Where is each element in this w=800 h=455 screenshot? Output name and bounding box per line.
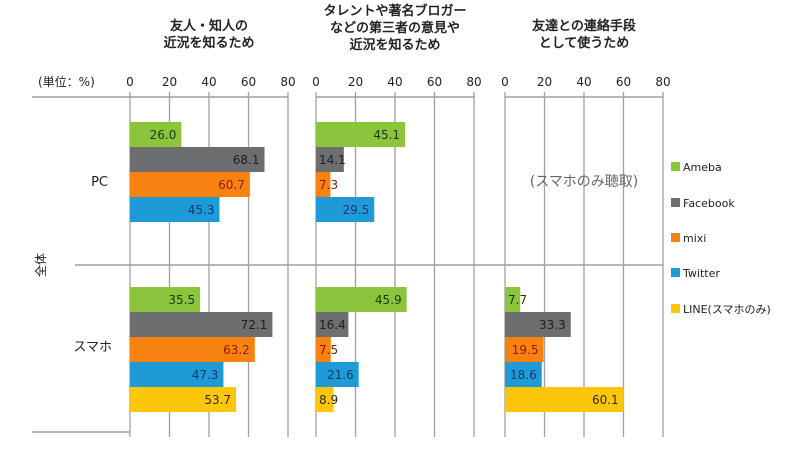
group-label-smartphone: スマホ	[73, 340, 112, 355]
bar-mixi	[130, 337, 255, 362]
x-tick-label: 20	[537, 75, 552, 89]
bar-line	[130, 387, 237, 412]
legend-label: Twitter	[682, 267, 720, 280]
bar-twitter	[130, 197, 220, 222]
bar-mixi	[316, 337, 331, 362]
value-label: 29.5	[343, 203, 370, 217]
panel-title-line: 友達との連絡手段	[532, 18, 636, 34]
bar-ameba	[316, 287, 407, 312]
x-tick-label: 60	[241, 75, 256, 89]
panel-title-line: 近況を知るため	[163, 35, 254, 51]
panel-note: (スマホのみ聴取)	[530, 174, 639, 190]
legend-swatch	[671, 198, 680, 207]
value-label: 45.1	[373, 128, 400, 142]
value-label: 53.7	[204, 393, 231, 407]
x-tick-label: 0	[501, 75, 509, 89]
value-label: 45.3	[188, 203, 215, 217]
x-tick-label: 0	[126, 75, 134, 89]
value-label: 19.5	[512, 343, 539, 357]
legend-swatch	[671, 304, 680, 313]
value-label: 7.3	[319, 178, 338, 192]
value-label: 60.7	[218, 178, 245, 192]
bar-line	[505, 387, 624, 412]
bar-facebook	[316, 147, 344, 172]
bar-ameba	[505, 287, 521, 312]
bar-ameba	[130, 122, 182, 147]
labels: (単位：%) 全体 PC スマホ 26.0 68.1 60.745.3 35.5 72.1 63.…	[33, 74, 638, 407]
bar-mixi	[316, 172, 331, 197]
value-label: 68.1	[233, 153, 260, 167]
group-label-pc: PC	[91, 175, 108, 190]
unit-label: (単位：%)	[38, 74, 95, 89]
value-label: 26.0	[150, 128, 177, 142]
bar-twitter	[505, 362, 542, 387]
value-label: 7.5	[319, 343, 338, 357]
legend-label: LINE(スマホのみ)	[683, 303, 771, 316]
value-label: 18.6	[510, 368, 537, 382]
bars	[130, 122, 624, 412]
legend-swatch	[671, 268, 680, 277]
value-label: 60.1	[592, 393, 619, 407]
legend-label: Facebook	[683, 197, 735, 210]
bar-line	[316, 387, 334, 412]
value-label: 63.2	[223, 343, 250, 357]
bar-facebook	[316, 312, 349, 337]
bar-twitter	[130, 362, 224, 387]
value-label: 47.3	[192, 368, 219, 382]
panel-title-line: 近況を知るため	[349, 37, 440, 53]
panel-title-line: などの第三者の意見や	[330, 20, 460, 36]
value-label: 8.9	[319, 393, 338, 407]
x-tick-label: 40	[576, 75, 591, 89]
x-tick-label: 80	[280, 75, 295, 89]
value-label: 14.1	[319, 153, 346, 167]
bar-facebook	[130, 147, 265, 172]
bar-mixi	[130, 172, 250, 197]
x-tick-label: 0	[312, 75, 320, 89]
value-label: 72.1	[241, 318, 268, 332]
panel-title-line: として使うため	[539, 35, 630, 51]
x-tick-label: 40	[387, 75, 402, 89]
x-tick-label: 20	[162, 75, 177, 89]
x-tick-label: 60	[427, 75, 442, 89]
value-label: 21.6	[327, 368, 354, 382]
x-tick-label: 60	[616, 75, 631, 89]
x-tick-label: 40	[201, 75, 216, 89]
side-label: 全体	[33, 253, 48, 277]
bar-ameba	[316, 122, 406, 147]
bar-mixi	[505, 337, 544, 362]
legend-swatch	[671, 233, 680, 242]
value-label: 7.7	[508, 293, 527, 307]
x-tick-label: 80	[466, 75, 481, 89]
bar-twitter	[316, 362, 359, 387]
bar-twitter	[316, 197, 375, 222]
panel-title-line: 友人・知人の	[170, 18, 248, 34]
legend: Ameba Facebook mixi Twitter LINE(スマホのみ)	[671, 161, 771, 316]
x-tick-label: 20	[348, 75, 363, 89]
panel-titles: 友人・知人の近況を知るためタレントや著名ブロガーなどの第三者の意見や近況を知るた…	[163, 3, 635, 53]
panel-title-line: タレントや著名ブロガー	[323, 3, 466, 19]
bar-facebook	[130, 312, 273, 337]
value-label: 35.5	[168, 293, 195, 307]
x-tick-label: 80	[655, 75, 670, 89]
x-tick-labels: 0 20 40 60 80 0 20 40 60 80 0 20 40 60 80	[126, 75, 670, 89]
value-label: 45.9	[375, 293, 402, 307]
legend-label: mixi	[683, 232, 706, 245]
legend-label: Ameba	[683, 161, 722, 174]
legend-swatch	[671, 162, 680, 171]
value-label: 33.3	[539, 318, 566, 332]
value-label: 16.4	[319, 318, 346, 332]
bar-facebook	[505, 312, 571, 337]
bar-ameba	[130, 287, 201, 312]
